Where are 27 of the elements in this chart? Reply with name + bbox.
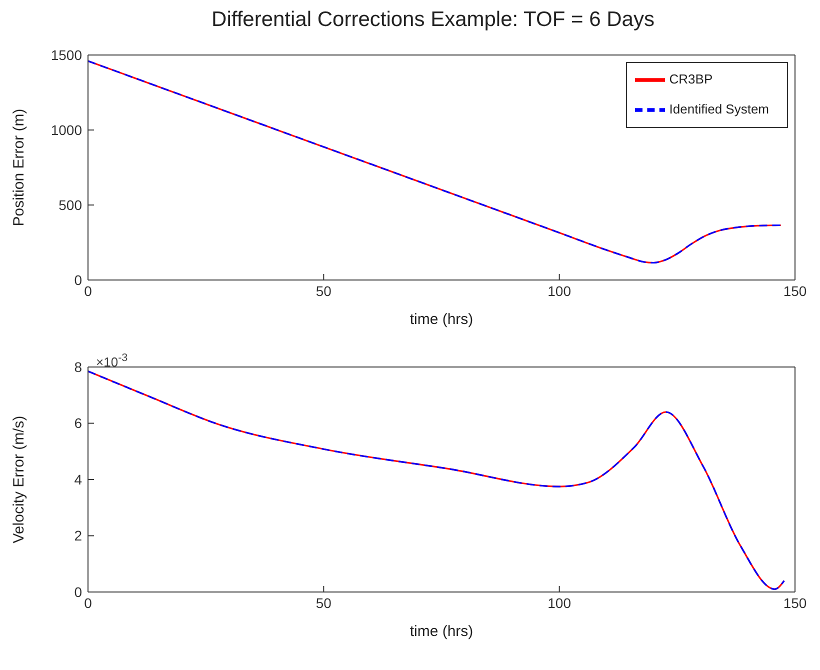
y-tick-label: 4 [74,471,82,488]
annotation: ×10$^{-3}$ [96,352,128,370]
x-tick-label: 0 [84,594,92,611]
y-tick-label: 1500 [50,46,82,63]
x-tick-label: 0 [84,282,92,299]
y-tick-label: 6 [74,415,82,432]
x-tick-label: 50 [316,282,332,299]
legend-label: Identified System [669,101,769,116]
chart-title: Differential Corrections Example: TOF = 6 Days [210,8,656,33]
x-tick-label: 50 [316,594,332,611]
line-series [88,370,785,590]
y-axis-title: Position Error (m) [10,108,28,226]
y-tick-label: 0 [74,272,82,288]
y-tick-label: 1000 [50,122,82,138]
y-tick-label: 0 [74,584,82,600]
y-tick-label: 8 [74,358,82,375]
x-axis-title: time (hrs) [410,623,474,640]
y-axis-title: Velocity Error (m/s) [10,416,28,544]
line-series [88,60,782,264]
y-tick-label: 2 [74,528,82,544]
x-axis-title: time (hrs) [410,311,474,328]
x-tick-label: 150 [783,594,807,611]
y-tick-label: 500 [58,196,82,213]
x-tick-label: 100 [548,594,572,611]
legend-label: CR3BP [669,71,713,86]
x-tick-label: 150 [783,282,807,299]
x-tick-label: 100 [548,282,572,299]
